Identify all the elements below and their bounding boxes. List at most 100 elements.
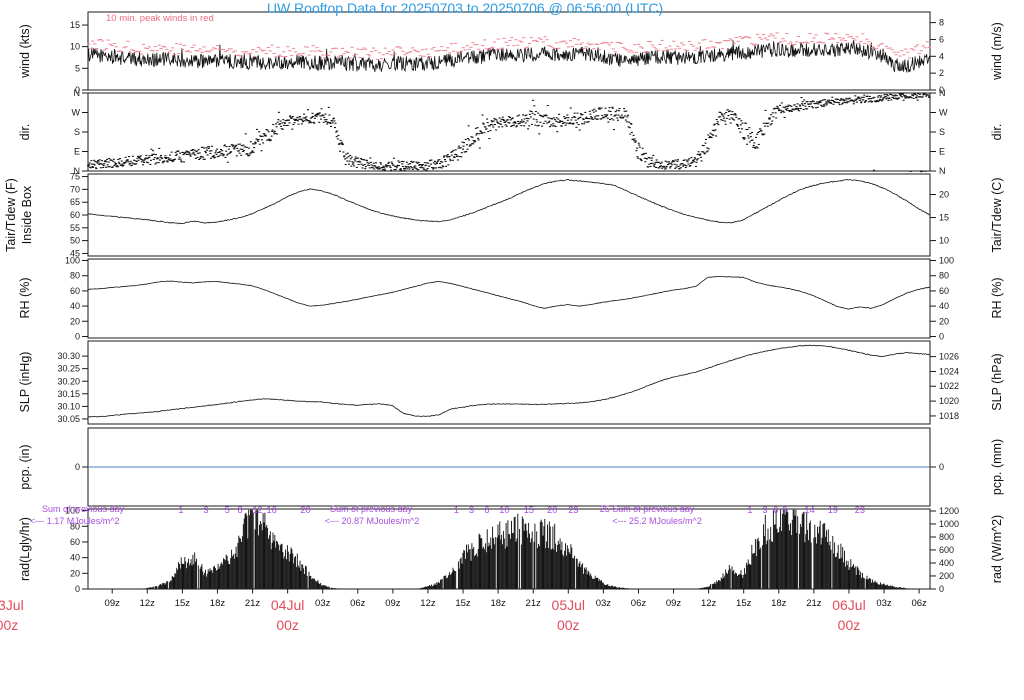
figure-title: UW Rooftop Data for 20250703 to 20250706… xyxy=(266,0,664,16)
dir-left-tick: W xyxy=(72,108,81,118)
x-tick-label: 18z xyxy=(209,598,226,609)
slp-right-tick: 1026 xyxy=(939,352,959,362)
rh-right-tick: 20 xyxy=(939,316,949,326)
rad-sum-tick: 1 xyxy=(178,505,183,515)
rh-left-tick: 100 xyxy=(65,256,80,266)
rh-series xyxy=(87,275,931,310)
wind-right-tick: 8 xyxy=(939,18,944,28)
slp-left-tick: 30.25 xyxy=(57,364,80,374)
rad-right-tick: 400 xyxy=(939,558,954,568)
x-tick-label: 06z xyxy=(350,598,366,609)
temp-series xyxy=(88,178,931,225)
dir-left-tick: N xyxy=(74,166,81,176)
slp-right-tick: 1020 xyxy=(939,396,959,406)
x-tick-label: 03z xyxy=(876,598,892,609)
axis-title-dir-left: dir. xyxy=(18,123,32,141)
rad-sum-tick: 8 xyxy=(237,505,242,515)
temp-left-tick: 65 xyxy=(70,197,80,207)
x-tick-label: 21z xyxy=(525,598,541,609)
dir-right-tick: W xyxy=(939,108,948,118)
x-tick-label: 09z xyxy=(104,598,120,609)
x-tick-label: 06z xyxy=(630,598,647,609)
rh-left-tick: 20 xyxy=(70,316,80,326)
dir-left-tick: E xyxy=(74,147,80,157)
wind-right-tick: 4 xyxy=(939,51,944,61)
rad-sum-tick: 9 xyxy=(782,505,787,515)
wind-right-tick: 0 xyxy=(939,85,944,95)
rh-right-tick: 60 xyxy=(939,286,949,296)
rad-sum-tick: 10 xyxy=(499,505,509,515)
slp-right-tick: 1024 xyxy=(939,366,959,376)
x-tick-label: 15z xyxy=(174,598,191,609)
date-label: 06Jul 00z xyxy=(832,597,866,633)
x-tick-label: 18z xyxy=(771,598,787,609)
rad-sum-tick: 1 xyxy=(454,505,459,515)
slp-left-tick: 30.20 xyxy=(57,376,80,386)
rad-sum-day3-value: <--- 25.2 MJoules/m^2 xyxy=(612,516,702,526)
rad-sum-tick: 16 xyxy=(266,505,276,515)
rad-sum-day1-label: Sum of previous day xyxy=(42,504,125,514)
x-tick-label: 21z xyxy=(806,598,822,609)
rh-left-tick: 0 xyxy=(75,331,80,341)
x-tick-label: 09z xyxy=(385,598,401,609)
x-axis xyxy=(111,589,920,594)
rad-sum-tick: 15 xyxy=(524,505,534,515)
axis-title-temp-left2: Inside Box xyxy=(20,185,34,245)
date-label: 05Jul 00z xyxy=(551,597,586,633)
rh-right-tick: 100 xyxy=(939,256,954,266)
rad-left-tick: 40 xyxy=(70,553,80,563)
axis-title-temp-left: Tair/Tdew (F) xyxy=(4,178,18,252)
rad-sum-tick: 23 xyxy=(568,505,578,515)
rad-left-tick: 60 xyxy=(70,537,80,547)
rh-right-tick: 40 xyxy=(939,301,949,311)
axis-title-wind-right: wind (m/s) xyxy=(990,22,1004,80)
x-tick-label: 18z xyxy=(490,598,506,609)
axis-title-dir-right: dir. xyxy=(990,123,1004,141)
axis-title-temp-right: Tair/Tdew (C) xyxy=(990,177,1004,253)
slp-series xyxy=(87,344,931,418)
slp-panel: 30.05 30.10 30.15 30.20 30.25 30.30 1018 1020 10… xyxy=(57,340,959,425)
temp-left-tick: 75 xyxy=(70,172,80,182)
date-label: 04Jul 00z xyxy=(270,597,305,633)
axis-title-pcp-right: pcp. (mm) xyxy=(990,438,1004,496)
wind-series xyxy=(87,32,931,73)
wind-right-tick: 6 xyxy=(939,34,944,44)
rad-right-tick: 1200 xyxy=(939,506,959,516)
rad-sum-day2-label: Sum of previous day xyxy=(329,504,413,514)
rad-sum-day1-value: <--- 1.17 MJoules/m^2 xyxy=(30,516,120,526)
rad-series xyxy=(138,509,916,589)
rad-sum-tick: 20 xyxy=(547,505,557,515)
dir-left-tick: S xyxy=(74,127,80,137)
rh-left-tick: 60 xyxy=(70,286,80,296)
wind-left-tick: 5 xyxy=(75,63,80,73)
rad-sum-day3-label: 25 Sum of previous day xyxy=(599,504,695,514)
slp-left-tick: 30.10 xyxy=(57,401,80,411)
axis-title-rh-left: RH (%) xyxy=(18,277,32,319)
rad-right-tick: 1000 xyxy=(939,519,959,529)
temp-left-tick: 50 xyxy=(70,236,80,246)
axis-title-wind-left: wind (kts) xyxy=(18,24,32,78)
temp-right-tick: 10 xyxy=(939,236,949,246)
slp-left-tick: 30.15 xyxy=(57,389,80,399)
rad-left-tick: 80 xyxy=(70,521,80,531)
rad-sum-tick: 6 xyxy=(484,505,489,515)
slp-right-tick: 1018 xyxy=(939,411,959,421)
wind-panel: 0 5 10 15 0 2 4 6 8 xyxy=(70,11,944,95)
dir-right-tick: E xyxy=(939,147,945,157)
rad-sum-tick: 3 xyxy=(469,505,474,515)
rad-sum-tick: 23 xyxy=(855,505,865,515)
dir-right-tick: S xyxy=(939,127,945,137)
x-tick-label: 15z xyxy=(736,598,752,609)
temp-right-tick: 20 xyxy=(939,190,949,200)
slp-right-tick: 1022 xyxy=(939,381,959,391)
rad-right-tick: 200 xyxy=(939,571,954,581)
rad-sum-ticks: 1 3 5 8 12 16 20 1 3 6 10 15 20 23 1 3 6 9 14 19 23 xyxy=(178,505,865,515)
rad-sum-tick: 14 xyxy=(804,505,814,515)
dir-left-tick: N xyxy=(74,88,81,98)
x-tick-label: 03z xyxy=(315,598,331,609)
rad-sum-day2-value: <--- 20.87 MJoules/m^2 xyxy=(324,516,420,526)
temp-panel: 45 50 55 60 65 70 75 10 15 20 xyxy=(70,172,949,259)
